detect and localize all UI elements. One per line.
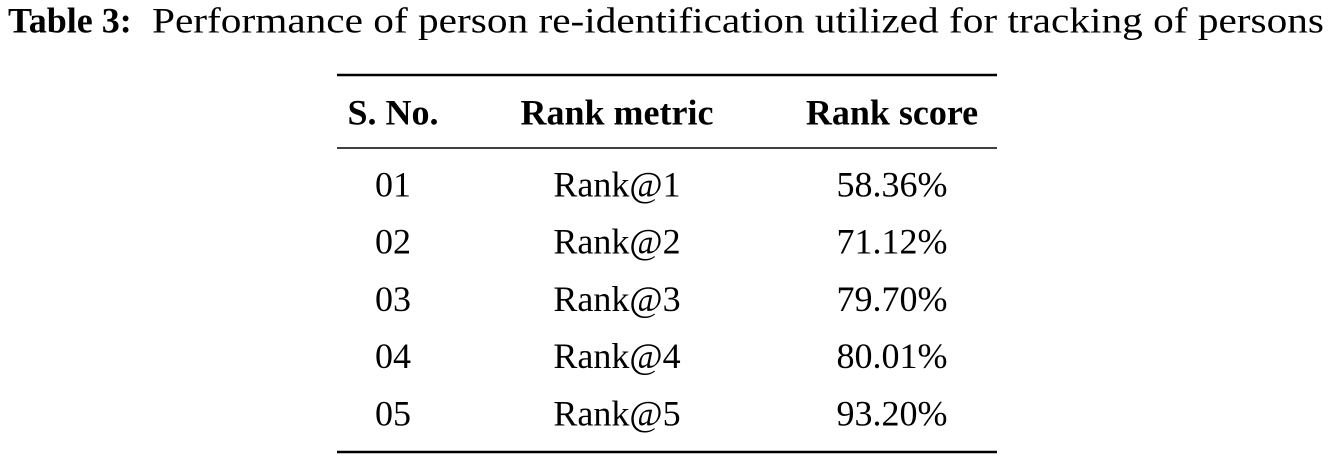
- header-cell: Rank metric: [521, 92, 714, 132]
- caption-label: Table 3:: [8, 0, 132, 40]
- header-cell: Rank score: [806, 92, 978, 132]
- table-cell: Rank@1: [553, 164, 680, 204]
- table-cell: Rank@3: [553, 279, 680, 319]
- table-cell: 93.20%: [837, 393, 948, 433]
- header-cell: S. No.: [347, 92, 438, 132]
- table-cell: 80.01%: [837, 336, 948, 376]
- table-cell: Rank@2: [553, 222, 680, 262]
- table-cell: Rank@5: [553, 393, 680, 433]
- table-cell: Rank@4: [553, 336, 680, 376]
- table-cell: 04: [375, 336, 411, 376]
- table-cell: 02: [375, 222, 411, 262]
- caption-text: Performance of person re-identification …: [152, 0, 1324, 40]
- table-cell: 71.12%: [837, 222, 948, 262]
- table-cell: 01: [375, 164, 411, 204]
- table-cell: 03: [375, 279, 411, 319]
- table-cell: 79.70%: [837, 279, 948, 319]
- table-cell: 58.36%: [837, 164, 948, 204]
- table-cell: 05: [375, 393, 411, 433]
